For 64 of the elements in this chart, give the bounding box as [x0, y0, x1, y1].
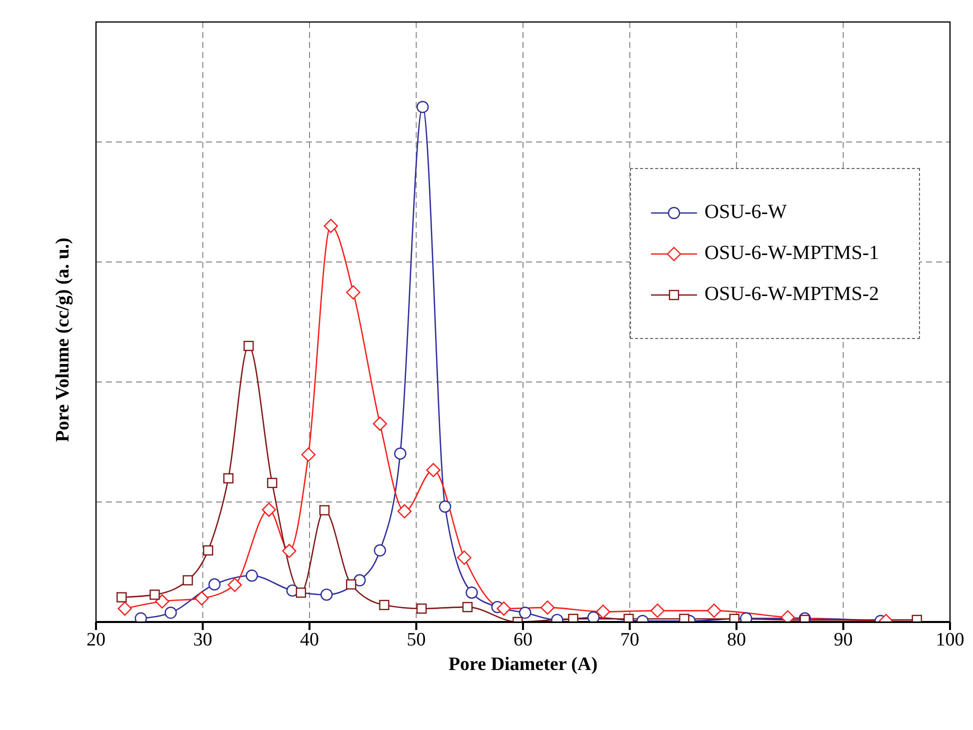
point: [208, 578, 221, 591]
point: [596, 604, 610, 619]
point: [416, 100, 429, 114]
point: [379, 600, 390, 610]
point: [301, 448, 316, 462]
point: [426, 462, 440, 478]
point: [740, 612, 752, 622]
point: [394, 447, 406, 460]
point: [462, 602, 473, 612]
point: [729, 614, 740, 622]
point: [374, 544, 386, 557]
x-tick-label: 70: [620, 629, 640, 650]
point: [228, 578, 242, 592]
point: [223, 473, 234, 484]
point: [262, 502, 276, 517]
point: [346, 285, 360, 300]
point: [267, 478, 278, 488]
point: [519, 606, 532, 619]
point: [134, 612, 147, 622]
point: [457, 550, 472, 565]
point: [150, 590, 160, 600]
legend-label: OSU-6-W: [704, 201, 787, 224]
x-tick-label: 90: [834, 629, 853, 650]
x-tick-label: 20: [86, 629, 106, 650]
x-tick-label: 50: [406, 629, 426, 650]
legend-label: OSU-6-W-MPTMS-2: [704, 283, 879, 306]
point: [624, 614, 634, 622]
point: [397, 504, 412, 518]
point: [182, 575, 193, 586]
x-tick-label: 40: [300, 629, 319, 650]
point: [372, 416, 388, 431]
point: [282, 544, 296, 558]
point: [319, 505, 330, 516]
point: [346, 579, 356, 590]
point: [780, 610, 795, 622]
x-tick-label: 100: [936, 629, 964, 650]
point: [296, 588, 306, 598]
point: [496, 602, 511, 616]
point: [540, 600, 555, 615]
point: [706, 604, 722, 618]
point: [354, 574, 366, 586]
point: [194, 591, 209, 606]
point: [438, 500, 452, 513]
x-tick-label: 60: [514, 629, 532, 650]
point: [416, 604, 427, 614]
y-axis-title: Pore Volume (cc/g) (a. u.): [52, 238, 74, 442]
x-axis-title: Pore Diameter (A): [448, 654, 598, 675]
point: [155, 594, 170, 608]
point: [244, 340, 254, 352]
point: [568, 614, 578, 622]
point: [116, 592, 127, 602]
point: [324, 218, 338, 234]
point: [466, 586, 478, 599]
x-tick-label: 80: [727, 629, 746, 650]
point: [164, 606, 177, 619]
point: [246, 570, 258, 582]
legend-label: OSU-6-W-MPTMS-1: [704, 242, 879, 265]
point: [320, 588, 333, 601]
point: [202, 545, 214, 556]
x-tick-label: 30: [193, 629, 212, 650]
point: [118, 602, 132, 616]
point: [679, 614, 690, 622]
point: [587, 611, 600, 622]
point: [650, 604, 665, 618]
